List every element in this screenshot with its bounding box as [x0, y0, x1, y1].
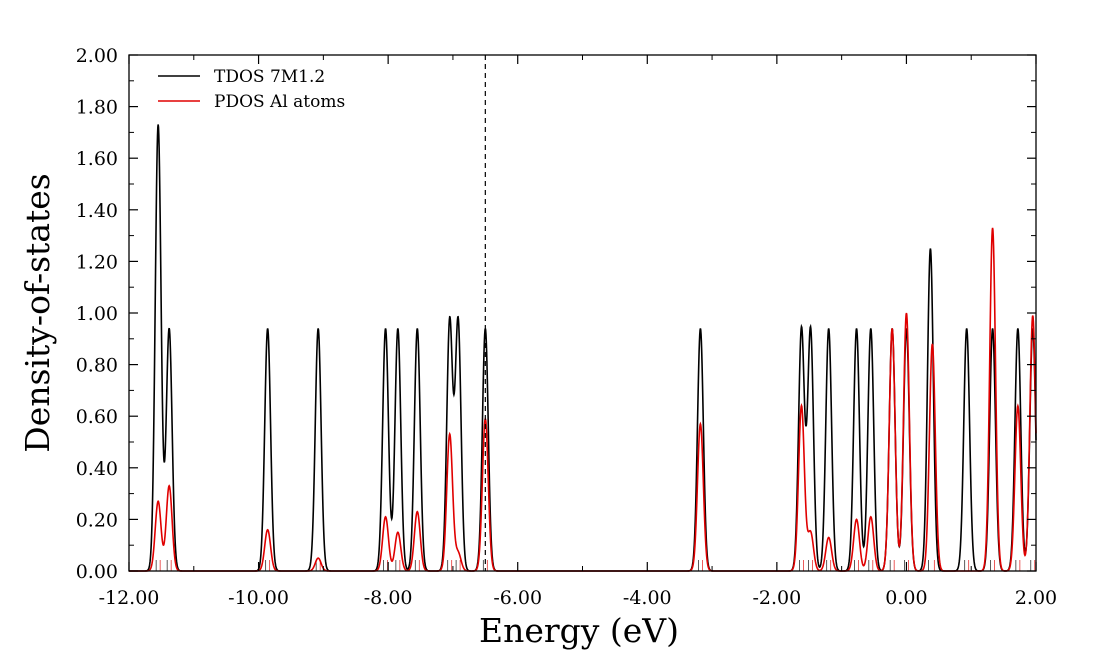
y-tick-label: 0.80 — [76, 355, 118, 377]
legend: TDOS 7M1.2 PDOS Al atoms — [158, 67, 345, 112]
x-tick-label: -10.00 — [228, 587, 289, 609]
x-axis-title: Energy (eV) — [479, 611, 679, 650]
y-tick-label: 0.40 — [76, 458, 118, 480]
y-tick-label: 0.60 — [76, 406, 118, 428]
x-tick-labels: -12.00 -10.00 -8.00 -6.00 -4.00 -2.00 0.00 2.00 — [99, 587, 1058, 609]
legend-label-pdos: PDOS Al atoms — [214, 92, 345, 112]
state-marker-ticks — [155, 560, 1036, 571]
y-tick-label: 1.00 — [76, 303, 118, 325]
y-tick-label: 1.60 — [76, 148, 118, 170]
y-tick-labels: 0.00 0.20 0.40 0.60 0.80 1.00 1.20 1.40 1.60 1.80… — [76, 45, 118, 583]
x-tick-label: 0.00 — [885, 587, 927, 609]
y-tick-label: 2.00 — [76, 45, 118, 67]
legend-label-tdos: TDOS 7M1.2 — [214, 67, 325, 87]
x-tick-label: -2.00 — [752, 587, 801, 609]
x-tick-label: -6.00 — [493, 587, 542, 609]
y-axis-title: Density-of-states — [18, 173, 57, 452]
y-tick-label: 1.40 — [76, 200, 118, 222]
y-tick-label: 0.20 — [76, 509, 118, 531]
x-tick-label: -4.00 — [623, 587, 672, 609]
x-tick-label: 2.00 — [1015, 587, 1057, 609]
x-tick-label: -12.00 — [99, 587, 160, 609]
y-tick-label: 0.00 — [76, 561, 118, 583]
y-tick-label: 1.20 — [76, 251, 118, 273]
y-tick-label: 1.80 — [76, 97, 118, 119]
plot-background — [129, 55, 1036, 571]
x-tick-label: -8.00 — [364, 587, 413, 609]
axis-ticks — [128, 54, 1037, 572]
